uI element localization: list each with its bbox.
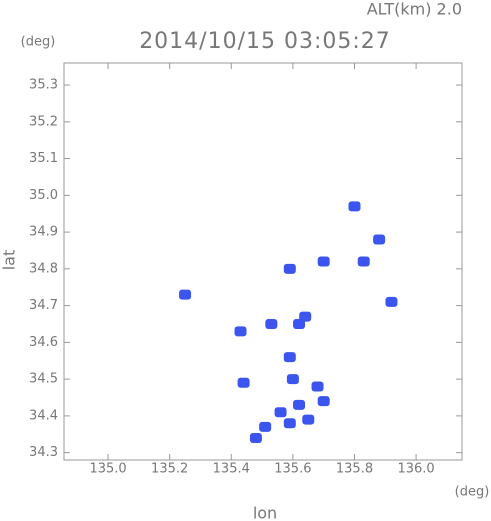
x-unit: (deg) [455,485,490,500]
chart-title: 2014/10/15 03:05:27 [139,29,391,54]
y-tick-label: 34.6 [29,335,58,350]
echo [249,432,262,443]
echo [293,399,306,410]
y-tick-label: 35.0 [29,188,58,203]
x-tick-label: 135.2 [151,462,188,477]
y-tick-label: 34.7 [29,298,58,313]
y-unit: (deg) [21,35,56,50]
x-tick-label: 135.4 [213,462,250,477]
echo [237,377,250,388]
x-tick-label: 135.0 [89,462,126,477]
echo [265,318,278,329]
y-tick-label: 35.1 [29,151,58,166]
echo [302,414,315,425]
echo [179,289,192,300]
plot-frame [63,62,463,461]
echo [311,381,324,392]
x-axis-label: lon [253,504,277,521]
echo [283,263,296,274]
y-tick-label: 34.9 [29,225,58,240]
echo [373,234,386,245]
echo [348,201,361,212]
echo [283,418,296,429]
echo [274,407,287,418]
y-tick-label: 34.8 [29,261,58,276]
y-tick-label: 35.3 [29,78,58,93]
echo [317,396,330,407]
subtitle: ALT(km) 2.0 [367,0,462,19]
echo [357,256,370,267]
y-tick-label: 34.3 [29,445,58,460]
y-tick-label: 34.5 [29,372,58,387]
y-tick-label: 35.2 [29,114,58,129]
y-tick-label: 34.4 [29,408,58,423]
echo [283,352,296,363]
x-tick-label: 135.6 [274,462,311,477]
echo [385,296,398,307]
x-tick-label: 135.8 [336,462,373,477]
echo [259,421,272,432]
x-tick-label: 136.0 [397,462,434,477]
echo [299,311,312,322]
echo [286,374,299,385]
echo [317,256,330,267]
y-axis-label: lat [0,250,19,271]
echo [234,326,247,337]
